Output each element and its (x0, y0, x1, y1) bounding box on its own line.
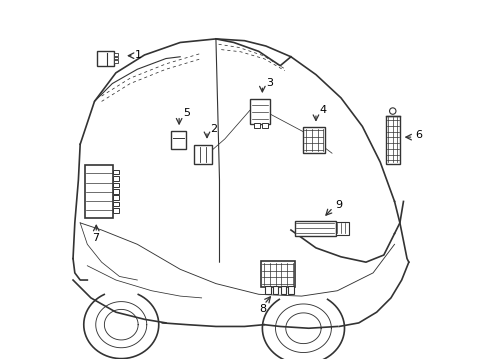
Text: 8: 8 (258, 303, 265, 314)
FancyBboxPatch shape (385, 116, 399, 164)
FancyBboxPatch shape (113, 195, 119, 200)
FancyBboxPatch shape (254, 123, 259, 128)
FancyBboxPatch shape (84, 165, 113, 217)
Text: 4: 4 (319, 105, 326, 115)
FancyBboxPatch shape (272, 287, 278, 294)
FancyBboxPatch shape (113, 208, 119, 213)
FancyBboxPatch shape (335, 222, 348, 235)
Text: 1: 1 (135, 50, 142, 60)
FancyBboxPatch shape (113, 170, 119, 174)
FancyBboxPatch shape (302, 127, 324, 153)
FancyBboxPatch shape (262, 123, 267, 128)
FancyBboxPatch shape (264, 287, 270, 294)
FancyBboxPatch shape (170, 131, 185, 149)
FancyBboxPatch shape (288, 287, 294, 294)
FancyBboxPatch shape (113, 183, 119, 187)
Text: 7: 7 (92, 233, 99, 243)
FancyBboxPatch shape (113, 189, 119, 194)
FancyBboxPatch shape (113, 176, 119, 181)
Text: 3: 3 (265, 78, 272, 88)
Text: 6: 6 (414, 130, 421, 140)
FancyBboxPatch shape (113, 202, 119, 206)
FancyBboxPatch shape (114, 60, 118, 63)
Text: 9: 9 (334, 200, 341, 210)
FancyBboxPatch shape (114, 53, 118, 56)
Text: 2: 2 (210, 124, 217, 134)
FancyBboxPatch shape (97, 51, 114, 66)
Text: 5: 5 (183, 108, 189, 118)
FancyBboxPatch shape (114, 57, 118, 59)
FancyBboxPatch shape (249, 99, 269, 124)
FancyBboxPatch shape (194, 145, 211, 164)
FancyBboxPatch shape (280, 287, 285, 294)
FancyBboxPatch shape (294, 221, 335, 236)
FancyBboxPatch shape (260, 261, 294, 287)
